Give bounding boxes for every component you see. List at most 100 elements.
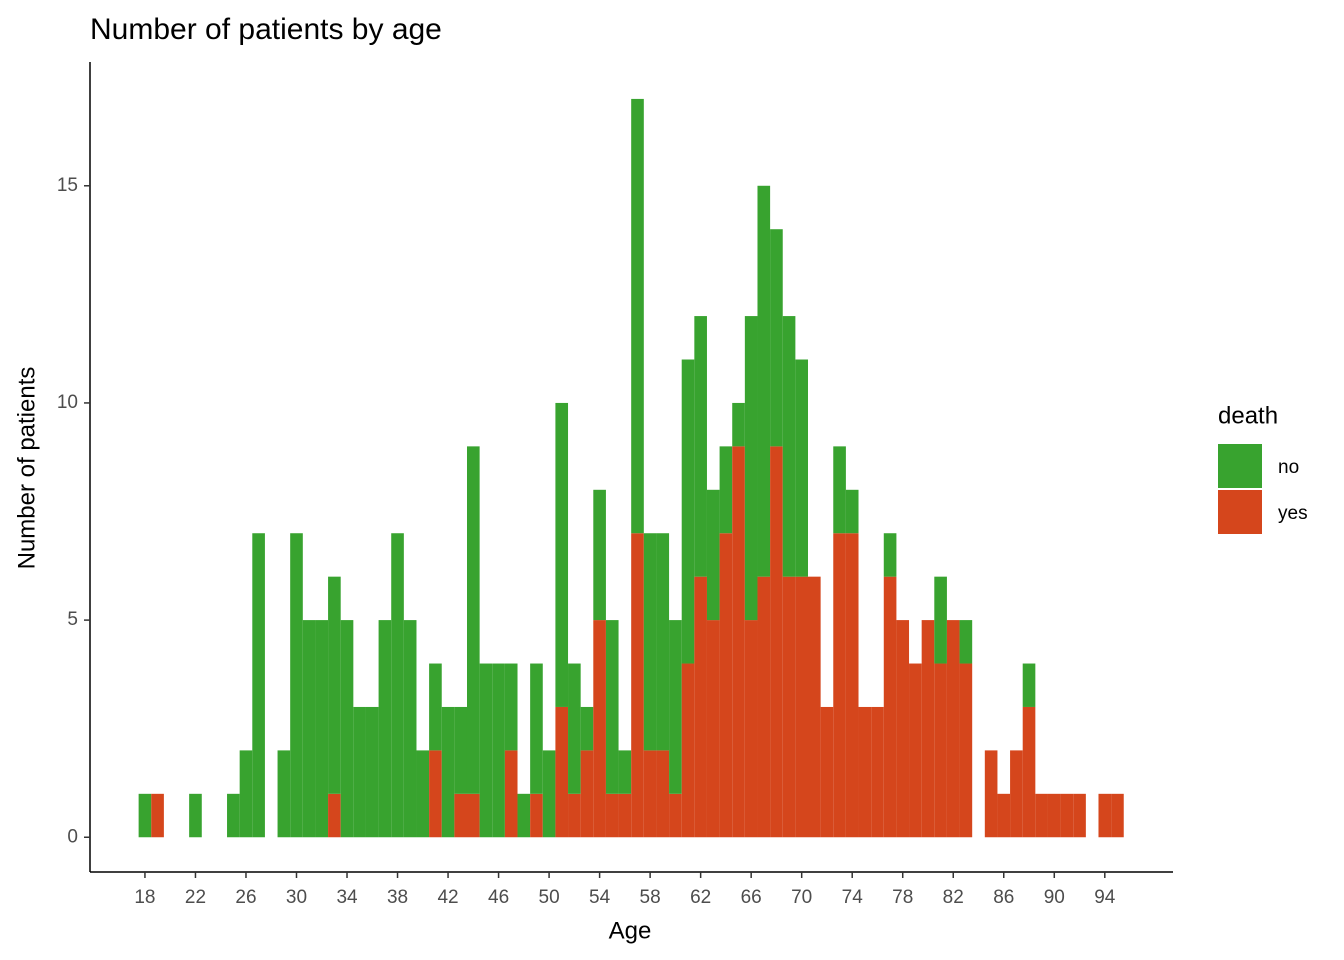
bar (770, 229, 783, 447)
bar (542, 750, 556, 838)
bar (340, 620, 354, 838)
bar (669, 620, 682, 794)
bar (429, 750, 442, 838)
bar (302, 620, 316, 838)
x-tick-label: 22 (185, 887, 206, 908)
bar (833, 533, 846, 838)
bar (328, 793, 341, 838)
bar (694, 576, 707, 838)
bar (871, 706, 884, 838)
bar (719, 533, 733, 838)
y-tick-label: 5 (67, 609, 78, 630)
bar (706, 620, 720, 838)
bar (997, 793, 1011, 838)
bar (353, 706, 366, 838)
bar (732, 402, 745, 447)
bar (643, 750, 657, 838)
bar (252, 533, 265, 838)
bar (782, 576, 796, 838)
bar (770, 446, 783, 838)
bar (631, 98, 644, 534)
bar (845, 533, 859, 838)
y-tick-label: 10 (57, 392, 78, 413)
bar (883, 533, 897, 577)
bar (757, 185, 771, 577)
bar (504, 663, 518, 751)
bar (530, 793, 543, 838)
bar (618, 750, 632, 794)
bar (277, 750, 291, 838)
x-tick-label: 82 (943, 887, 964, 908)
legend-label: yes (1278, 503, 1308, 524)
bar (151, 793, 164, 838)
bar (959, 663, 973, 838)
bar (795, 359, 809, 577)
x-tick-label: 78 (892, 887, 913, 908)
bar (416, 750, 430, 838)
bar (669, 793, 682, 838)
bar (580, 750, 594, 838)
bar (441, 706, 455, 838)
bar (378, 620, 392, 838)
bar (656, 533, 670, 751)
bar (1060, 793, 1074, 838)
x-tick-label: 38 (387, 887, 408, 908)
bar (845, 489, 859, 534)
x-tick-label: 90 (1044, 887, 1065, 908)
legend-key (1218, 490, 1262, 534)
bar (315, 620, 329, 838)
bar (808, 576, 821, 838)
x-tick-label: 18 (134, 887, 155, 908)
x-tick-label: 58 (640, 887, 661, 908)
bar (984, 750, 998, 838)
bar (593, 620, 606, 838)
x-tick-label: 30 (286, 887, 307, 908)
bar (883, 576, 897, 838)
bar (466, 793, 480, 838)
bar (744, 316, 758, 621)
bar (618, 793, 632, 838)
bar (391, 533, 404, 838)
legend-key (1218, 444, 1262, 488)
bar (820, 706, 834, 838)
bar (429, 663, 442, 751)
bar (719, 446, 733, 534)
bar (656, 750, 670, 838)
bar (555, 706, 569, 838)
bar (568, 793, 581, 838)
bar (706, 489, 720, 621)
x-tick-label: 94 (1094, 887, 1116, 908)
bar (328, 576, 341, 794)
bar (1010, 750, 1023, 838)
bar (492, 663, 505, 838)
bar (833, 446, 846, 534)
y-tick-label: 15 (57, 175, 78, 196)
bar (757, 576, 771, 838)
bar (896, 620, 910, 838)
bar (466, 446, 480, 794)
bar (631, 533, 644, 838)
bar (403, 620, 417, 838)
legend-label: no (1278, 457, 1299, 478)
bar (909, 663, 922, 838)
x-tick-label: 50 (539, 887, 560, 908)
bar (517, 793, 531, 838)
bar (580, 706, 594, 751)
bar (504, 750, 518, 838)
bar (454, 706, 467, 794)
bar (959, 620, 973, 664)
bar (605, 620, 619, 794)
bar (1022, 706, 1036, 838)
bar (694, 316, 707, 577)
bar (568, 663, 581, 794)
bar (530, 663, 543, 794)
bar (795, 576, 809, 838)
bar (643, 533, 657, 751)
y-tick-label: 0 (67, 826, 78, 847)
bar (479, 663, 493, 838)
bar (921, 620, 935, 838)
bar (946, 620, 960, 838)
